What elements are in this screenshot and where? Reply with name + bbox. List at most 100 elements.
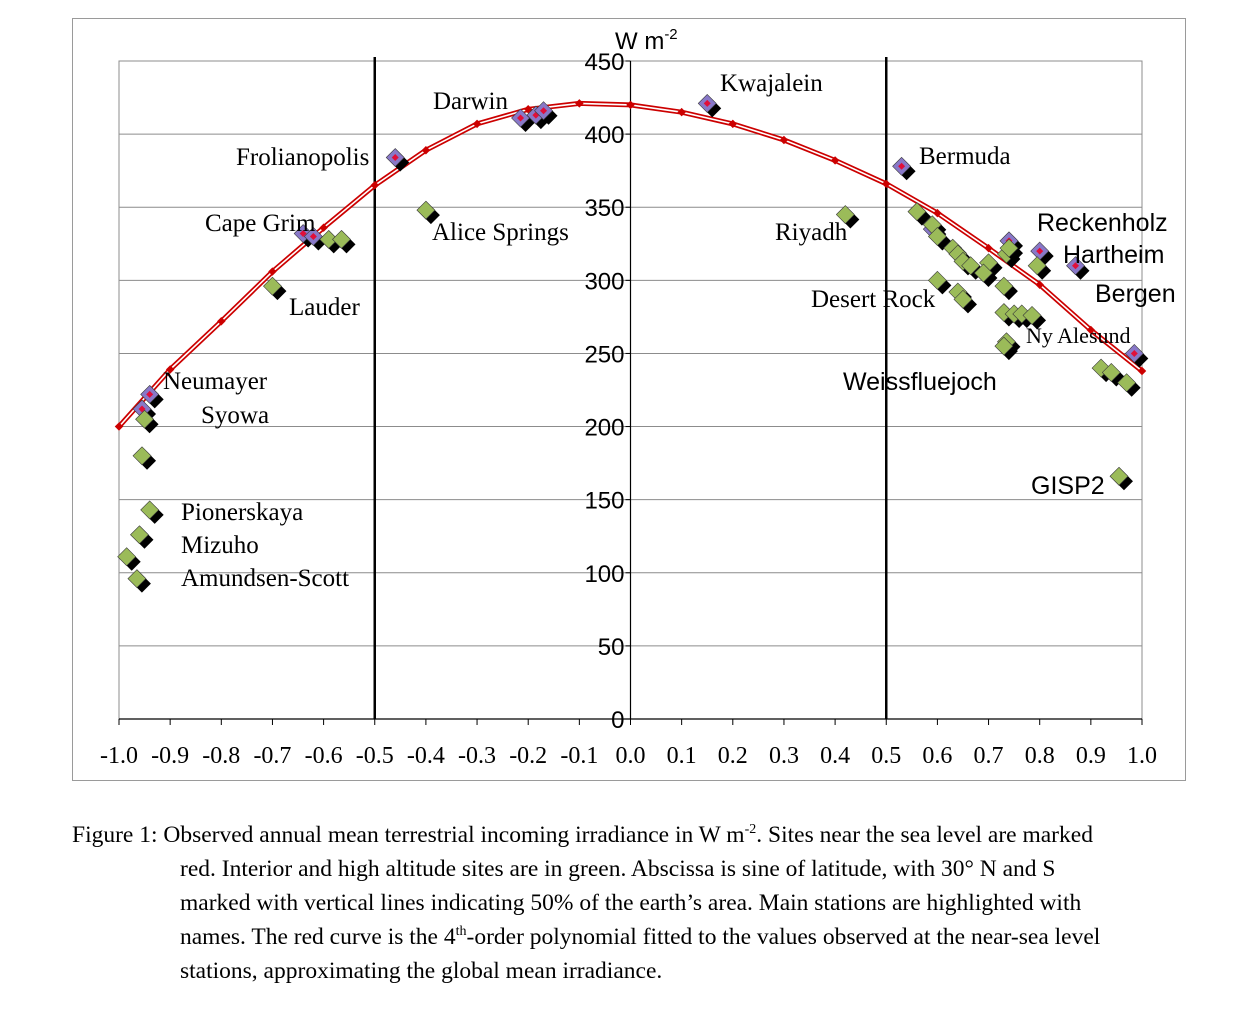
x-tick-label: -0.3 <box>458 743 496 769</box>
interior-point <box>135 409 159 434</box>
caption-line-4: names. The red curve is the 4th-order po… <box>180 924 1101 950</box>
interior-point <box>1027 256 1052 280</box>
point-marker <box>140 500 160 520</box>
interior-point <box>961 256 985 280</box>
x-tick-label: 0.3 <box>769 743 799 769</box>
x-tick-label: -0.5 <box>356 743 394 769</box>
station-label-reckenholz: Reckenholz <box>1037 209 1168 237</box>
point-marker <box>127 569 147 589</box>
point-shadow <box>1035 247 1054 266</box>
point-marker <box>1117 373 1137 393</box>
fit-curve-marker <box>421 145 431 155</box>
station-label-amundsen-scott: Amundsen-Scott <box>181 565 349 592</box>
y-tick-label: 100 <box>584 561 624 588</box>
x-tick-label: -0.1 <box>560 743 598 769</box>
interior-point <box>994 276 1018 301</box>
sea-level-point <box>385 148 410 172</box>
point-marker <box>1109 466 1129 486</box>
fit-curve-marker <box>1035 280 1044 289</box>
station-label-syowa: Syowa <box>201 402 269 429</box>
sea-level-point <box>1066 256 1090 280</box>
point-dot <box>391 154 399 162</box>
point-marker <box>1101 363 1121 382</box>
x-tick-label: 1.0 <box>1127 743 1157 769</box>
station-label-gisp2: GISP2 <box>1031 472 1105 500</box>
point-marker <box>953 289 973 309</box>
x-tick-label: -0.9 <box>151 743 189 769</box>
point-marker <box>994 276 1014 296</box>
y-tick-label: 400 <box>584 122 624 149</box>
sea-level-point <box>892 156 916 181</box>
point-marker <box>263 276 282 296</box>
y-tick-label: 150 <box>584 488 624 515</box>
x-tick-label: -0.7 <box>253 743 291 769</box>
y-tick-label: 200 <box>584 415 624 442</box>
figure-caption: Figure 1: Observed annual mean terrestri… <box>72 818 1202 988</box>
x-tick-label: 0.7 <box>974 743 1004 769</box>
fit-curve-marker <box>1086 325 1096 335</box>
y-unit-label: W m-2 <box>615 26 678 55</box>
station-label-pionerskaya: Pionerskaya <box>181 499 303 526</box>
station-label-cape-grim: Cape Grim <box>205 210 316 237</box>
interior-point <box>835 205 860 229</box>
fit-curve-marker <box>114 422 124 431</box>
interior-point <box>127 569 151 593</box>
x-tick-label: 0.5 <box>871 743 901 769</box>
fit-curve-marker <box>268 267 277 276</box>
interior-point <box>994 336 1018 361</box>
sea-level-point <box>697 93 722 118</box>
caption-line-2: red. Interior and high altitude sites ar… <box>180 856 1056 882</box>
polynomial-fit-curve <box>114 99 1147 431</box>
y-tick-label: 450 <box>584 49 624 76</box>
point-marker <box>130 525 149 545</box>
station-label-hartheim: Hartheim <box>1063 241 1164 269</box>
point-marker <box>416 200 436 220</box>
x-tick-label: 0.6 <box>922 743 952 769</box>
point-marker <box>132 446 152 466</box>
x-tick-label: -0.2 <box>509 743 547 769</box>
station-label-riyadh: Riyadh <box>775 219 848 246</box>
latitude-30-lines <box>373 57 888 719</box>
point-marker <box>927 227 947 246</box>
caption-line-5: stations, approximating the global mean … <box>180 958 663 984</box>
x-tick-label: -0.6 <box>305 743 343 769</box>
station-points <box>117 93 1149 593</box>
interior-point <box>1109 466 1133 491</box>
x-tick-label: 0.0 <box>616 743 646 769</box>
y-tick-label: 300 <box>584 268 624 295</box>
station-label-frolianopolis: Frolianopolis <box>236 144 369 171</box>
point-dot <box>703 99 711 107</box>
fit-curve-marker <box>370 181 379 190</box>
interior-point <box>974 263 998 288</box>
point-marker <box>907 202 927 222</box>
station-label-weissfluejoch: Weissfluejoch <box>843 368 997 396</box>
point-marker <box>135 409 154 429</box>
fit-curve-marker <box>319 223 328 232</box>
interior-point <box>416 200 440 225</box>
point-dot <box>146 390 154 398</box>
point-dot <box>1130 349 1138 357</box>
point-shadow <box>132 574 151 593</box>
point-marker <box>999 238 1019 258</box>
point-marker <box>974 263 993 283</box>
y-tick-label: 250 <box>584 341 624 368</box>
station-label-desert-rock: Desert Rock <box>811 286 936 313</box>
axes <box>118 60 1143 725</box>
sea-level-point <box>140 384 164 409</box>
interior-point <box>953 289 977 314</box>
interior-point <box>907 202 931 226</box>
caption-line-3: marked with vertical lines indicating 50… <box>180 890 1082 916</box>
station-label-alice-springs: Alice Springs <box>432 219 569 246</box>
x-tick-label: 0.4 <box>820 743 850 769</box>
point-marker <box>319 229 339 249</box>
fit-curve-marker <box>1137 366 1147 376</box>
interior-point <box>140 500 164 524</box>
sea-level-point <box>534 101 558 125</box>
x-tick-label: 0.8 <box>1025 743 1055 769</box>
station-label-bermuda: Bermuda <box>919 143 1011 170</box>
caption-line-1: Figure 1: Observed annual mean terrestri… <box>72 822 1093 848</box>
station-label-neumayer: Neumayer <box>163 368 268 395</box>
point-marker <box>927 270 947 290</box>
point-marker <box>117 547 137 567</box>
station-label-lauder: Lauder <box>289 294 360 321</box>
